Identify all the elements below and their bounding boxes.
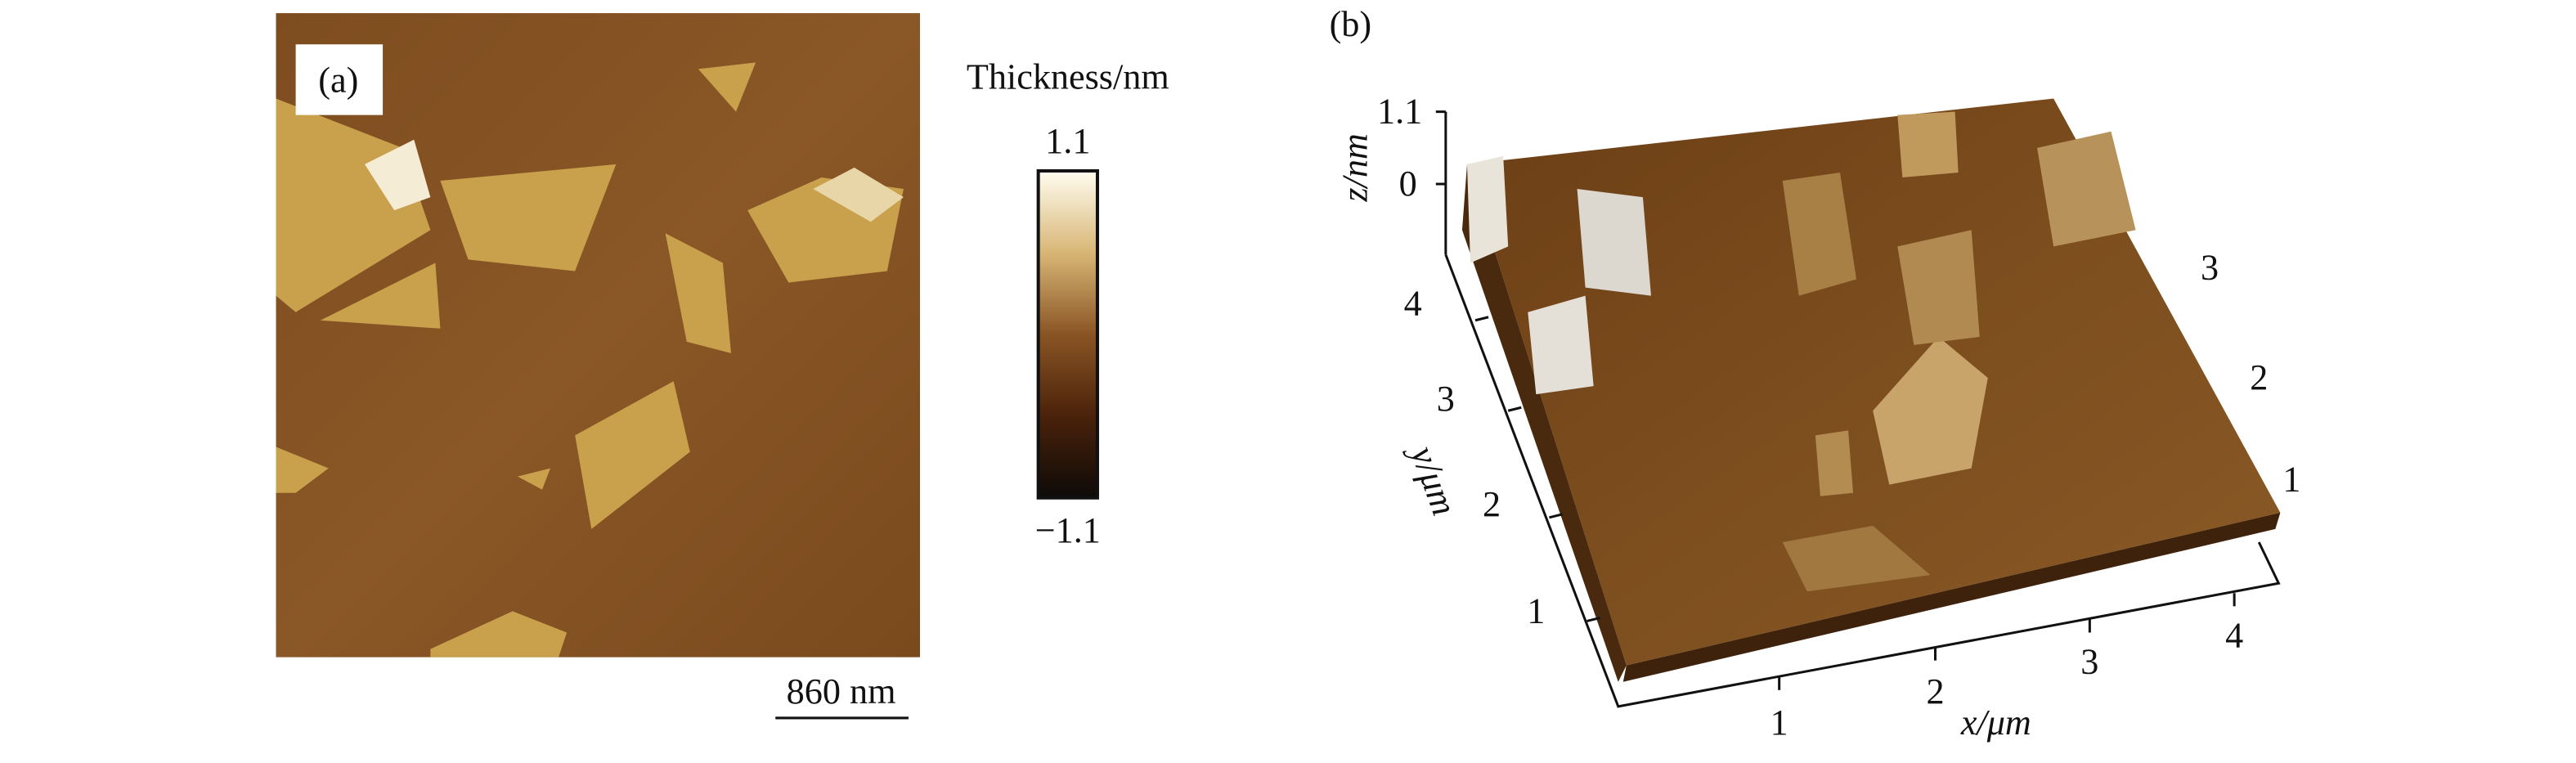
x-tick-label: 4 bbox=[2225, 616, 2243, 656]
y-tick-label: 3 bbox=[1437, 379, 1455, 419]
side-tick-label: 3 bbox=[2201, 248, 2219, 288]
surface-features bbox=[1466, 111, 2136, 592]
axes bbox=[1435, 110, 2281, 708]
panel-a: (a) 860 nm bbox=[276, 13, 920, 720]
colorbar-gradient bbox=[1036, 168, 1099, 500]
colorbar-max: 1.1 bbox=[1045, 121, 1090, 161]
colorbar-min: −1.1 bbox=[1035, 510, 1101, 550]
flake-highlight bbox=[364, 139, 431, 211]
z-axis-label: z/nm bbox=[1335, 133, 1375, 202]
y-tick-label: 1 bbox=[1527, 590, 1545, 631]
y-axis-label: y/μm bbox=[1402, 438, 1465, 520]
z-tick-label: 1.1 bbox=[1377, 92, 1422, 132]
side-tick-label: 2 bbox=[2250, 357, 2268, 397]
side-tick-label: 1 bbox=[2282, 460, 2300, 500]
panel-label: (b) bbox=[1330, 4, 1372, 44]
afm-image bbox=[276, 13, 920, 658]
panel-label: (a) bbox=[318, 61, 358, 101]
scale-bar-label: 860 nm bbox=[787, 671, 896, 711]
panel-b: (b) bbox=[1330, 4, 2301, 743]
colorbar: Thickness/nm 1.1 −1.1 bbox=[967, 56, 1169, 550]
z-tick-label: 0 bbox=[1399, 164, 1417, 204]
x-tick-label: 1 bbox=[1770, 702, 1788, 743]
surface-front bbox=[1622, 512, 2281, 682]
flakes bbox=[276, 62, 904, 658]
surface-side bbox=[1461, 164, 1627, 682]
x-tick-label: 3 bbox=[2080, 642, 2098, 682]
y-tick-label: 2 bbox=[1483, 484, 1501, 524]
x-tick-label: 2 bbox=[1926, 671, 1944, 711]
x-axis-label: x/μm bbox=[1960, 702, 2031, 743]
y-tick-label: 4 bbox=[1404, 284, 1422, 324]
flake-highlight bbox=[813, 167, 904, 222]
colorbar-title: Thickness/nm bbox=[967, 56, 1169, 96]
label-box bbox=[295, 44, 384, 115]
